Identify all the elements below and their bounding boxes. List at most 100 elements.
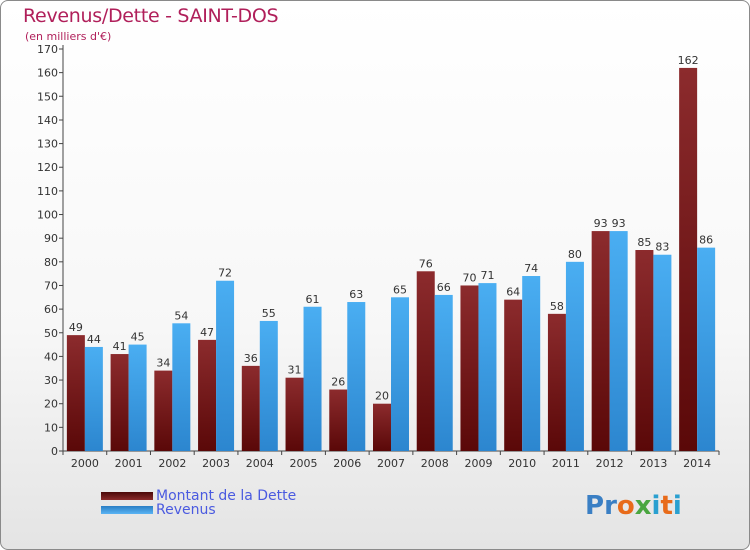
bar-debt: [241, 365, 260, 451]
x-tick-label: 2002: [158, 457, 186, 470]
bar-debt: [154, 370, 173, 451]
data-label-debt: 31: [288, 364, 302, 377]
data-label-debt: 93: [594, 217, 608, 230]
y-tick-label: 60: [44, 303, 58, 316]
legend-label-debt: Montant de la Dette: [156, 488, 297, 504]
y-tick-label: 90: [44, 232, 58, 245]
bar-debt: [504, 299, 523, 451]
bar-debt: [198, 339, 217, 451]
bar-debt: [416, 271, 435, 451]
data-label-revenue: 45: [131, 331, 145, 344]
data-label-revenue: 74: [524, 262, 538, 275]
x-tick-label: 2009: [464, 457, 492, 470]
y-tick-label: 100: [37, 209, 58, 222]
x-tick-label: 2013: [639, 457, 667, 470]
x-tick-label: 2014: [683, 457, 711, 470]
y-tick-label: 20: [44, 398, 58, 411]
bar-revenue: [347, 302, 366, 451]
x-tick-label: 2003: [202, 457, 230, 470]
legend-swatch-revenue: [101, 506, 153, 514]
data-label-debt: 85: [637, 236, 651, 249]
x-tick-label: 2005: [290, 457, 318, 470]
y-tick-label: 160: [37, 67, 58, 80]
x-tick-label: 2010: [508, 457, 536, 470]
bar-revenue: [303, 306, 322, 451]
data-label-revenue: 72: [218, 267, 232, 280]
bar-debt: [679, 67, 698, 451]
legend-swatch-debt: [101, 492, 153, 500]
bar-revenue: [259, 320, 278, 451]
y-tick-label: 150: [37, 90, 58, 103]
bar-revenue: [522, 276, 541, 451]
bar-revenue: [391, 297, 409, 451]
data-label-revenue: 54: [174, 309, 188, 322]
bar-revenue: [216, 280, 235, 451]
data-label-revenue: 61: [306, 293, 320, 306]
data-label-debt: 26: [331, 376, 345, 389]
legend-item-debt: Montant de la Dette: [101, 489, 296, 503]
x-tick-label: 2008: [421, 457, 449, 470]
x-tick-label: 2000: [71, 457, 99, 470]
proxiti-logo: Proxiti: [585, 491, 682, 521]
y-tick-label: 110: [37, 185, 58, 198]
data-label-debt: 36: [244, 352, 258, 365]
x-tick-label: 2004: [246, 457, 274, 470]
data-label-revenue: 83: [655, 241, 669, 254]
data-label-debt: 162: [678, 54, 699, 67]
y-tick-label: 30: [44, 374, 58, 387]
data-label-debt: 41: [113, 340, 127, 353]
bar-debt: [591, 231, 610, 451]
data-label-debt: 34: [156, 357, 170, 370]
data-label-revenue: 44: [87, 333, 101, 346]
bar-revenue: [609, 231, 628, 451]
bar-debt: [547, 313, 566, 451]
data-label-debt: 64: [506, 286, 520, 299]
bar-debt: [460, 285, 479, 451]
x-tick-label: 2012: [596, 457, 624, 470]
y-tick-label: 70: [44, 279, 58, 292]
y-tick-label: 0: [51, 445, 58, 458]
bar-revenue: [565, 261, 584, 451]
data-label-debt: 47: [200, 326, 214, 339]
y-tick-label: 40: [44, 350, 58, 363]
y-tick-label: 130: [37, 138, 58, 151]
chart-title: Revenus/Dette - SAINT-DOS: [23, 5, 279, 27]
data-label-revenue: 93: [612, 217, 626, 230]
y-tick-label: 50: [44, 327, 58, 340]
bar-revenue: [84, 346, 103, 451]
chart-subtitle: (en milliers d'€): [25, 30, 112, 43]
bar-revenue: [172, 323, 191, 451]
data-label-revenue: 63: [349, 288, 363, 301]
bar-revenue: [653, 254, 672, 451]
data-label-revenue: 80: [568, 248, 582, 261]
y-tick-label: 170: [37, 43, 58, 56]
legend-label-revenue: Revenus: [156, 502, 216, 518]
legend-item-revenue: Revenus: [101, 503, 216, 517]
bar-debt: [373, 403, 391, 451]
data-label-debt: 58: [550, 300, 564, 313]
data-label-debt: 49: [69, 321, 83, 334]
bar-revenue: [128, 344, 147, 451]
x-tick-label: 2001: [115, 457, 143, 470]
y-tick-label: 120: [37, 161, 58, 174]
bar-debt: [110, 354, 129, 451]
data-label-debt: 20: [375, 390, 389, 403]
y-tick-label: 10: [44, 421, 58, 434]
data-label-revenue: 86: [699, 234, 713, 247]
x-tick-label: 2007: [377, 457, 405, 470]
bar-debt: [66, 335, 85, 451]
bar-revenue: [478, 283, 497, 451]
data-label-revenue: 71: [480, 269, 494, 282]
x-tick-label: 2011: [552, 457, 580, 470]
data-label-debt: 70: [462, 271, 476, 284]
data-label-debt: 76: [419, 257, 433, 270]
bar-debt: [329, 389, 348, 451]
data-label-revenue: 55: [262, 307, 276, 320]
bar-revenue: [697, 247, 716, 451]
x-tick-label: 2006: [333, 457, 361, 470]
y-tick-label: 80: [44, 256, 58, 269]
y-tick-label: 140: [37, 114, 58, 127]
data-label-revenue: 65: [393, 283, 407, 296]
